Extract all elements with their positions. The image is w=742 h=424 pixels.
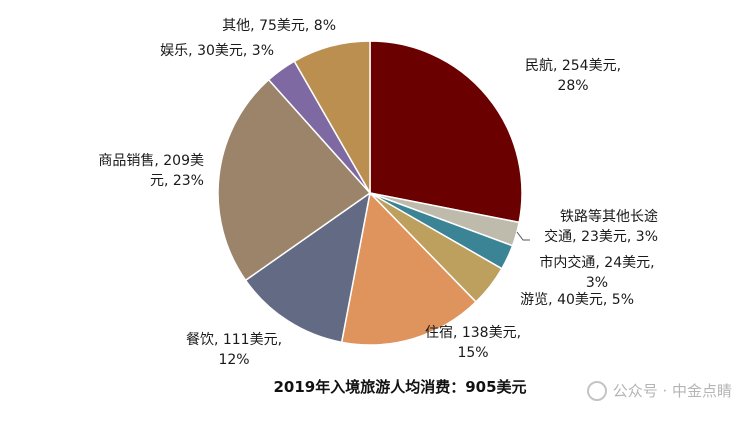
- wechat-icon: [586, 380, 607, 401]
- data-label-line: 元, 23%: [149, 173, 204, 189]
- data-label-0: 民航, 254美元, 28%: [498, 56, 648, 96]
- data-label-3: 游览, 40美元, 5%: [504, 290, 634, 310]
- pie-slice-5: [244, 191, 372, 344]
- data-label-7: 娱乐, 30美元, 3%: [150, 41, 274, 61]
- data-label-line: 餐饮, 111美元,: [185, 332, 283, 348]
- data-label-line: 15%: [457, 345, 489, 361]
- pie-slice-6: [217, 78, 372, 282]
- data-label-line: 交通, 23美元, 3%: [544, 229, 658, 245]
- data-label-4: 住宿, 138美元, 15%: [416, 323, 530, 363]
- data-label-line: 28%: [557, 78, 589, 94]
- data-label-1: 铁路等其他长途交通, 23美元, 3%: [534, 207, 658, 247]
- pie-slice-4: [340, 191, 478, 346]
- chart-title: 2019年入境旅游人均消费：905美元: [273, 378, 527, 396]
- data-label-6: 商品销售, 209美元, 23%: [88, 151, 204, 191]
- watermark-text: 公众号 · 中金点睛: [612, 382, 732, 400]
- data-label-line: 其他, 75美元, 8%: [222, 18, 336, 34]
- data-label-line: 住宿, 138美元,: [424, 325, 522, 341]
- data-label-5: 餐饮, 111美元, 12%: [178, 330, 290, 370]
- data-label-line: 娱乐, 30美元, 3%: [160, 43, 274, 59]
- data-label-8: 其他, 75美元, 8%: [206, 16, 336, 36]
- data-label-line: 市内交通, 24美元,: [539, 255, 655, 271]
- leader-line: [516, 231, 530, 241]
- data-label-line: 铁路等其他长途: [560, 209, 658, 225]
- watermark: 公众号 · 中金点睛: [586, 380, 732, 401]
- pie-slice-8: [293, 40, 371, 196]
- data-label-2: 市内交通, 24美元, 3%: [522, 253, 672, 293]
- pie-slice-0: [369, 40, 523, 224]
- data-label-line: 3%: [585, 275, 609, 291]
- data-label-line: 12%: [218, 352, 250, 368]
- data-label-line: 民航, 254美元,: [524, 58, 622, 74]
- data-label-line: 商品销售, 209美: [98, 153, 204, 169]
- data-label-line: 游览, 40美元, 5%: [520, 292, 634, 308]
